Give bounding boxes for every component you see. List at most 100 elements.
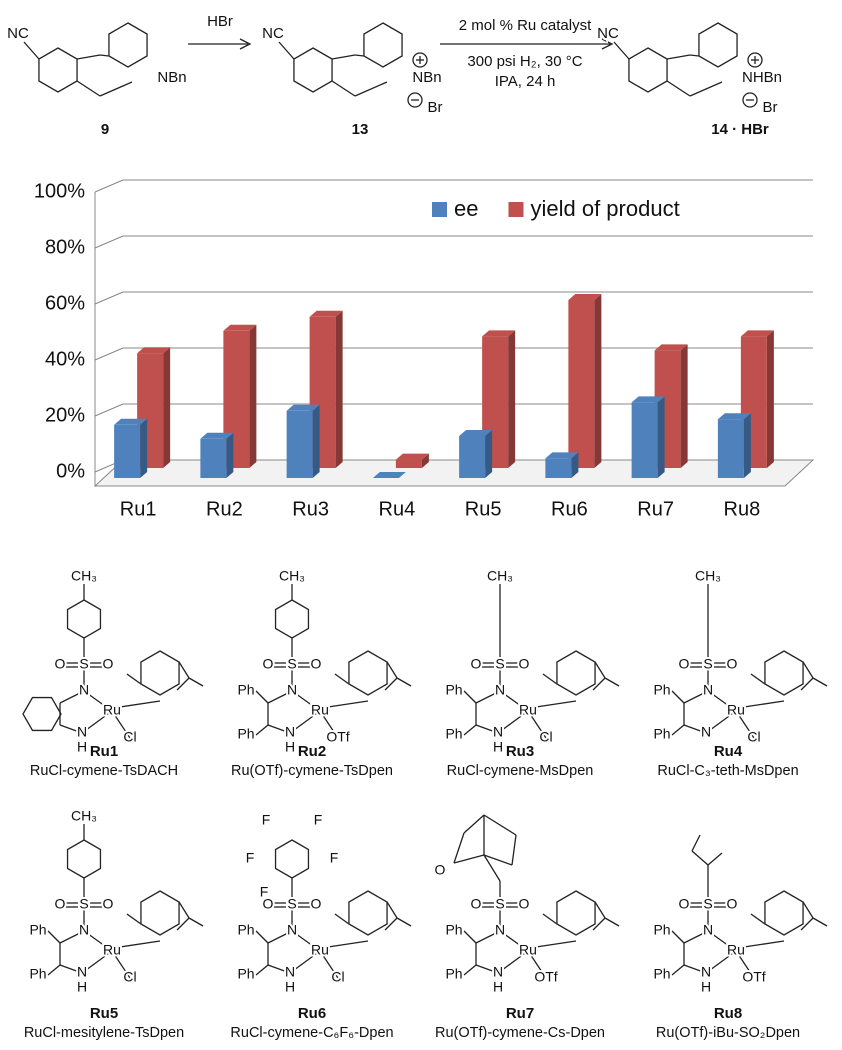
bond bbox=[812, 917, 828, 927]
catalyst-label: Ru5 bbox=[90, 1005, 118, 1022]
bar-top bbox=[740, 330, 774, 337]
bar-top bbox=[717, 413, 751, 420]
bond bbox=[334, 673, 350, 685]
atom: NBn bbox=[157, 69, 186, 86]
atom: O bbox=[519, 656, 530, 672]
bond bbox=[111, 950, 131, 979]
atom: N bbox=[77, 964, 87, 980]
bar-top bbox=[568, 294, 602, 300]
bond bbox=[354, 54, 365, 57]
bond bbox=[483, 854, 513, 866]
atom: N bbox=[77, 724, 87, 740]
atom: S bbox=[703, 656, 712, 672]
bond bbox=[592, 917, 606, 931]
atom: Ph bbox=[445, 682, 462, 698]
ring bbox=[108, 22, 148, 68]
atom: N bbox=[701, 724, 711, 740]
bond bbox=[331, 54, 356, 60]
atom: S bbox=[495, 656, 504, 672]
atom: O bbox=[519, 896, 530, 912]
charge bbox=[412, 52, 428, 68]
bond bbox=[750, 913, 766, 925]
atom: Ph bbox=[29, 966, 46, 982]
atom: N bbox=[287, 682, 297, 698]
atom: N bbox=[79, 682, 89, 698]
atom: H bbox=[493, 739, 503, 755]
atom: Cl bbox=[123, 969, 136, 985]
bond bbox=[126, 913, 142, 925]
bar bbox=[545, 458, 572, 478]
bond bbox=[499, 930, 529, 952]
bond bbox=[327, 940, 369, 948]
bond bbox=[59, 964, 83, 974]
bond bbox=[542, 673, 558, 685]
bar-top bbox=[395, 453, 429, 460]
atom: H bbox=[285, 739, 295, 755]
atom: O bbox=[311, 896, 322, 912]
bar bbox=[286, 410, 313, 478]
compound-label: 9 bbox=[101, 121, 109, 138]
bond bbox=[463, 724, 477, 736]
bar-top bbox=[545, 452, 579, 459]
bond bbox=[99, 81, 133, 97]
bond bbox=[743, 940, 785, 948]
bar bbox=[631, 402, 658, 478]
grid-line bbox=[94, 347, 124, 361]
bond bbox=[76, 54, 101, 60]
atom: H bbox=[77, 979, 87, 995]
atom: N bbox=[701, 964, 711, 980]
bond bbox=[475, 724, 499, 734]
atom: S bbox=[287, 656, 296, 672]
atom: OTf bbox=[534, 969, 557, 985]
bar-side bbox=[743, 413, 751, 478]
charge bbox=[742, 92, 758, 108]
bond bbox=[743, 700, 785, 708]
bond bbox=[705, 710, 737, 734]
atom: Ph bbox=[237, 682, 254, 698]
bond bbox=[671, 964, 685, 976]
arrow-head bbox=[239, 38, 252, 50]
bond bbox=[689, 54, 700, 57]
atom: O bbox=[263, 896, 274, 912]
atom: F bbox=[246, 850, 255, 866]
atom: O bbox=[103, 896, 114, 912]
bond bbox=[463, 690, 477, 704]
bond bbox=[535, 940, 577, 948]
atom: Ru bbox=[311, 942, 329, 958]
catalyst-label: Ru8 bbox=[714, 1005, 742, 1022]
bond bbox=[126, 673, 142, 685]
bar-side bbox=[312, 404, 320, 478]
condition: 2 mol % Ru catalyst bbox=[459, 17, 592, 34]
legend-swatch bbox=[508, 202, 524, 217]
atom: CH₃ bbox=[695, 568, 721, 584]
atom: CH₃ bbox=[279, 568, 305, 584]
atom: Ph bbox=[237, 922, 254, 938]
atom: Ph bbox=[653, 682, 670, 698]
atom: N bbox=[703, 922, 713, 938]
atom: OTf bbox=[742, 969, 765, 985]
bar-side bbox=[485, 430, 493, 478]
bar bbox=[114, 424, 141, 478]
atom: O bbox=[727, 896, 738, 912]
bond bbox=[396, 917, 412, 927]
atom: S bbox=[79, 656, 88, 672]
bond bbox=[604, 917, 620, 927]
bond bbox=[542, 913, 558, 925]
catalyst-name: RuCl-cymene-C₆F₆-Dpen bbox=[230, 1025, 393, 1041]
bond bbox=[255, 964, 269, 976]
atom: Ph bbox=[445, 966, 462, 982]
bar bbox=[395, 459, 422, 468]
bar-top bbox=[200, 432, 234, 439]
atom: S bbox=[703, 896, 712, 912]
atom: O bbox=[471, 896, 482, 912]
atom: S bbox=[79, 896, 88, 912]
ring bbox=[363, 22, 403, 68]
bond bbox=[800, 917, 814, 931]
atom: Ph bbox=[653, 726, 670, 742]
atom: N bbox=[495, 922, 505, 938]
bar-top bbox=[482, 330, 516, 337]
atom: Cl bbox=[539, 729, 552, 745]
catalyst-name: RuCl-cymene-MsDpen bbox=[447, 763, 594, 779]
bar-side bbox=[680, 344, 688, 468]
bond bbox=[334, 913, 350, 925]
